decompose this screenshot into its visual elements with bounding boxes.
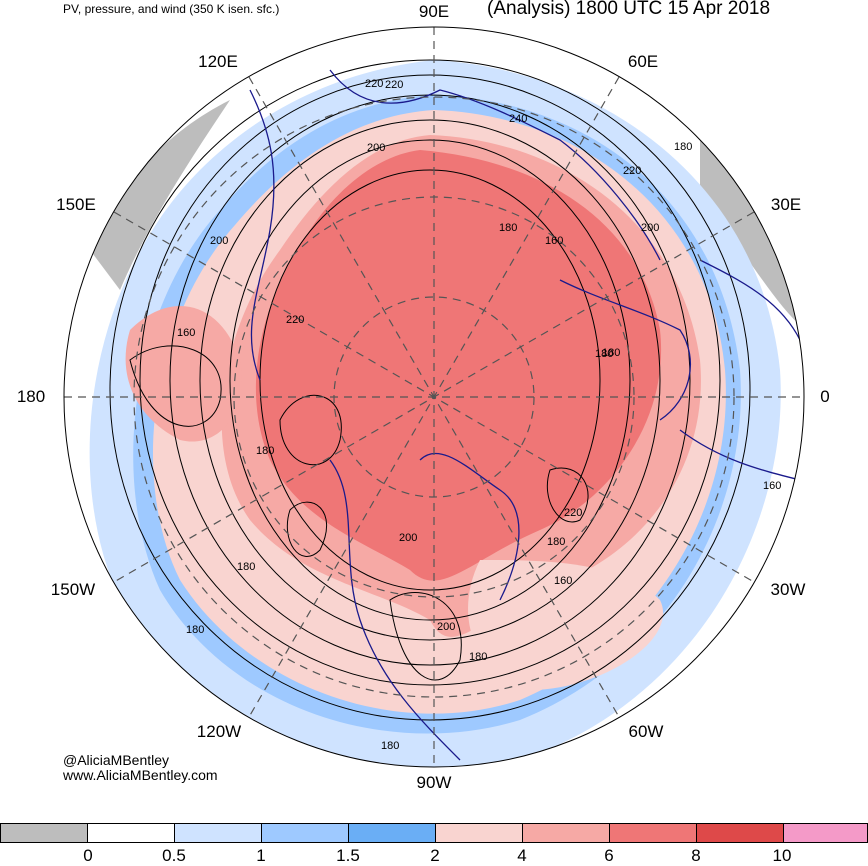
contour-label: 180	[602, 347, 620, 359]
pressure-contours	[109, 59, 751, 721]
lon-label-150e: 150E	[56, 195, 96, 214]
lon-label-120w: 120W	[196, 722, 242, 741]
coastlines	[249, 69, 801, 761]
contour-label: 160	[763, 480, 781, 492]
contour-label: 160	[177, 327, 195, 339]
high-pv-zone	[125, 306, 242, 442]
colorbar-box	[87, 823, 175, 843]
high-pv-zone	[255, 150, 662, 581]
lon-label-0: 0	[820, 387, 830, 406]
contour-label: 180	[256, 445, 274, 457]
credit-handle: @AliciaMBentley	[63, 752, 170, 768]
gray-pv-patch	[700, 140, 804, 330]
colorbar-box	[435, 823, 523, 843]
lon-label-60e: 60E	[627, 52, 659, 71]
contour-label: 200	[210, 235, 228, 247]
contour-label: 180	[469, 651, 487, 663]
map-subtitle: PV, pressure, and wind (350 K isen. sfc.…	[63, 2, 280, 16]
contour-label: 180	[237, 561, 255, 573]
colorbar-box	[783, 823, 868, 843]
colorbar-tick: 10	[772, 846, 792, 865]
contour-label: 200	[437, 621, 455, 633]
lon-label-120e: 120E	[198, 52, 238, 71]
contour-label: 220	[564, 507, 582, 519]
colorbar-tick: 4	[517, 846, 527, 865]
colorbar-box	[261, 823, 349, 843]
colorbar-tick: 8	[691, 846, 701, 865]
colorbar-box	[0, 823, 88, 843]
colorbar-box	[348, 823, 436, 843]
contour-label: 220	[623, 165, 641, 177]
colorbar-tick: 6	[604, 846, 614, 865]
contour-label: 180	[674, 141, 692, 153]
colorbar-box	[174, 823, 262, 843]
contour-label: 240	[509, 113, 527, 125]
graticule	[64, 27, 804, 767]
pv-field	[64, 27, 804, 767]
map-title: (Analysis) 1800 UTC 15 Apr 2018	[487, 0, 771, 19]
contour-label-layer: 240 220 200 180 160 180 200 220 180 160 …	[177, 78, 781, 752]
colorbar-tick: 1.5	[336, 846, 360, 865]
gray-pv-patch	[90, 100, 230, 290]
colorbar-tick: 0.5	[162, 846, 186, 865]
contour-label: 200	[367, 142, 385, 154]
contour-label: 180	[186, 624, 204, 636]
colorbar-tick: 0	[83, 846, 93, 865]
contour-label: 220	[365, 78, 383, 90]
contour-label: 200	[641, 222, 659, 234]
contour-label: 160	[554, 575, 572, 587]
contour-label: 180	[595, 348, 613, 360]
contour-label: 180	[381, 740, 399, 752]
credit-website: www.AliciaMBentley.com	[63, 767, 218, 783]
colorbar-box	[522, 823, 610, 843]
colorbar-box	[609, 823, 697, 843]
contour-label: 180	[547, 536, 565, 548]
lon-label-30e: 30E	[770, 195, 802, 214]
contour-label: 220	[286, 314, 304, 326]
lon-label-30w: 30W	[770, 580, 806, 599]
contour-label: 180	[499, 222, 517, 234]
lon-label-90e: 90E	[418, 2, 450, 21]
contour-label: 200	[399, 532, 417, 544]
lon-label-90w: 90W	[416, 773, 452, 792]
lon-label-180: 180	[16, 387, 46, 406]
lon-label-150w: 150W	[50, 580, 96, 599]
map-border	[63, 26, 805, 768]
colorbar-box	[696, 823, 784, 843]
colorbar-tick: 2	[430, 846, 440, 865]
contour-label: 160	[545, 235, 563, 247]
lon-label-60w: 60W	[628, 722, 664, 741]
contour-label: 220	[385, 79, 403, 91]
colorbar-tick: 1	[256, 846, 266, 865]
